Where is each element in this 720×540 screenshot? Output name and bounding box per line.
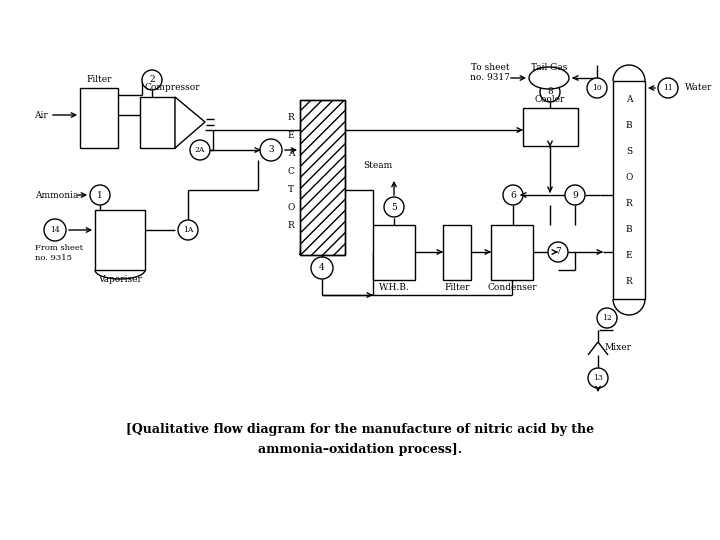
Text: E: E [626,252,632,260]
Circle shape [178,220,198,240]
Polygon shape [175,97,205,148]
Text: [Qualitative flow diagram for the manufacture of nitric acid by the: [Qualitative flow diagram for the manufa… [126,423,594,436]
Text: Compressor: Compressor [144,84,200,92]
Bar [443,225,471,280]
Text: O: O [625,173,633,183]
Text: R: R [287,113,294,123]
Text: Filter: Filter [86,76,112,84]
Text: Steam: Steam [364,160,392,170]
Bar [300,100,345,255]
Text: 14: 14 [50,226,60,234]
Circle shape [44,219,66,241]
Text: Vaporiser: Vaporiser [98,275,142,285]
Text: T: T [288,186,294,194]
Bar [95,210,145,270]
Bar [140,97,175,148]
Text: From sheet: From sheet [35,244,83,252]
Text: W.H.B.: W.H.B. [379,282,410,292]
Circle shape [190,140,210,160]
Bar [613,81,645,299]
Text: S: S [626,147,632,157]
Text: ammonia–oxidation process].: ammonia–oxidation process]. [258,443,462,456]
Text: Filter: Filter [444,282,469,292]
Circle shape [311,257,333,279]
Text: A: A [288,150,294,159]
Bar [491,225,533,280]
Text: To sheet: To sheet [471,64,509,72]
Text: no. 9317: no. 9317 [470,73,510,83]
Circle shape [658,78,678,98]
Text: Cooler: Cooler [535,96,565,105]
Text: R: R [287,221,294,231]
Text: 2A: 2A [195,146,205,154]
Text: C: C [287,167,294,177]
Text: 1A: 1A [183,226,193,234]
Text: R: R [626,278,632,287]
Circle shape [503,185,523,205]
Circle shape [540,82,560,102]
Text: 2: 2 [149,76,155,84]
Text: E: E [288,132,294,140]
Circle shape [597,308,617,328]
Text: 5: 5 [391,202,397,212]
Text: 10: 10 [592,84,602,92]
Text: 12: 12 [602,314,612,322]
Text: 8: 8 [547,87,553,97]
Circle shape [142,70,162,90]
Bar [373,225,415,280]
Text: 13: 13 [593,374,603,382]
Text: 1: 1 [97,191,103,199]
Bar [80,88,118,148]
Text: 9: 9 [572,191,578,199]
Circle shape [565,185,585,205]
Text: Air: Air [35,111,48,119]
Bar [523,108,578,146]
Text: 6: 6 [510,191,516,199]
Text: A: A [626,96,632,105]
Text: O: O [287,204,294,213]
Ellipse shape [529,67,569,89]
Text: Condenser: Condenser [487,282,537,292]
Circle shape [548,242,568,262]
Text: 3: 3 [268,145,274,154]
Text: no. 9315: no. 9315 [35,254,72,262]
Bar [300,100,345,255]
Text: 4: 4 [319,264,325,273]
Text: Water: Water [685,84,712,92]
Circle shape [90,185,110,205]
Circle shape [587,78,607,98]
Text: Ammonia: Ammonia [35,191,78,199]
Text: B: B [626,122,632,131]
Text: R: R [626,199,632,208]
Circle shape [260,139,282,161]
Text: Tail Gas: Tail Gas [531,64,567,72]
Text: Mixer: Mixer [605,343,631,353]
Circle shape [384,197,404,217]
Circle shape [588,368,608,388]
Text: 7: 7 [555,247,561,256]
Text: B: B [626,226,632,234]
Text: 11: 11 [663,84,673,92]
